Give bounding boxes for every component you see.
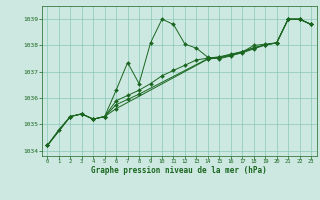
X-axis label: Graphe pression niveau de la mer (hPa): Graphe pression niveau de la mer (hPa) bbox=[91, 166, 267, 175]
